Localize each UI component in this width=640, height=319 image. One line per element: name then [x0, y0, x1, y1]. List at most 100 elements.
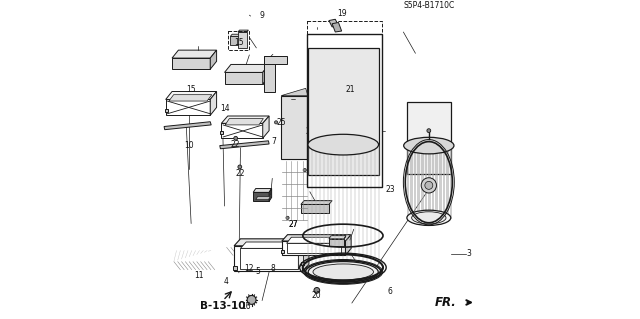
- Polygon shape: [234, 246, 303, 271]
- Polygon shape: [169, 95, 212, 101]
- Ellipse shape: [421, 178, 436, 193]
- Polygon shape: [329, 236, 346, 239]
- Ellipse shape: [407, 138, 451, 153]
- Polygon shape: [220, 141, 269, 149]
- Polygon shape: [346, 235, 351, 256]
- Text: 27: 27: [288, 220, 298, 229]
- Polygon shape: [263, 64, 269, 84]
- Ellipse shape: [336, 112, 339, 115]
- Text: 16: 16: [241, 302, 251, 311]
- Polygon shape: [301, 262, 304, 265]
- Polygon shape: [241, 249, 298, 269]
- Polygon shape: [220, 131, 223, 134]
- Polygon shape: [172, 50, 216, 58]
- Ellipse shape: [425, 182, 433, 189]
- Polygon shape: [329, 19, 339, 27]
- Polygon shape: [164, 109, 168, 112]
- Text: 21: 21: [346, 85, 355, 94]
- Text: 27: 27: [288, 220, 298, 229]
- Ellipse shape: [247, 295, 256, 304]
- Polygon shape: [301, 204, 329, 213]
- Polygon shape: [238, 30, 248, 32]
- Text: 6: 6: [388, 287, 392, 296]
- Polygon shape: [230, 34, 243, 36]
- Text: FR.: FR.: [435, 296, 457, 309]
- Polygon shape: [225, 119, 264, 125]
- Polygon shape: [407, 102, 451, 174]
- Text: 18: 18: [307, 166, 316, 174]
- Text: 10: 10: [184, 141, 194, 150]
- Text: 2: 2: [353, 86, 358, 95]
- Ellipse shape: [308, 262, 378, 282]
- Text: 3: 3: [467, 249, 471, 258]
- Text: 5: 5: [255, 267, 260, 276]
- Polygon shape: [308, 48, 379, 175]
- Polygon shape: [221, 123, 263, 138]
- Text: 22: 22: [235, 169, 244, 178]
- Text: 23: 23: [385, 185, 395, 194]
- Text: B-13-10: B-13-10: [200, 300, 246, 311]
- Text: 15: 15: [234, 38, 244, 47]
- Text: 24: 24: [305, 127, 315, 137]
- Polygon shape: [282, 241, 346, 256]
- Polygon shape: [234, 266, 237, 270]
- Polygon shape: [329, 239, 344, 247]
- Polygon shape: [269, 189, 271, 201]
- Ellipse shape: [275, 121, 278, 124]
- Polygon shape: [210, 50, 216, 69]
- Text: 8: 8: [271, 264, 275, 273]
- Ellipse shape: [336, 120, 339, 123]
- Text: 4: 4: [224, 277, 228, 286]
- Text: 13: 13: [353, 53, 362, 62]
- Polygon shape: [238, 32, 247, 48]
- Text: 12: 12: [244, 263, 254, 273]
- Ellipse shape: [412, 212, 446, 224]
- Text: 14: 14: [220, 105, 229, 114]
- Polygon shape: [332, 22, 342, 32]
- Ellipse shape: [303, 168, 307, 172]
- Polygon shape: [287, 237, 346, 243]
- Polygon shape: [241, 242, 303, 249]
- Text: 17: 17: [338, 105, 348, 114]
- Polygon shape: [281, 250, 284, 253]
- Polygon shape: [225, 64, 269, 72]
- Polygon shape: [230, 36, 241, 45]
- Polygon shape: [172, 58, 210, 69]
- Text: S5P4-B1710C: S5P4-B1710C: [403, 1, 454, 10]
- Text: 1: 1: [340, 120, 346, 130]
- Ellipse shape: [234, 136, 237, 140]
- Polygon shape: [303, 239, 309, 271]
- Polygon shape: [256, 197, 270, 200]
- Text: 15: 15: [186, 85, 196, 94]
- Text: 9: 9: [260, 11, 264, 20]
- Polygon shape: [281, 96, 308, 159]
- Polygon shape: [282, 235, 351, 241]
- Polygon shape: [225, 72, 263, 84]
- Ellipse shape: [407, 210, 451, 226]
- Polygon shape: [301, 201, 332, 204]
- Ellipse shape: [313, 264, 374, 280]
- Text: 19: 19: [337, 9, 347, 18]
- Polygon shape: [287, 243, 340, 253]
- Polygon shape: [298, 242, 303, 269]
- Ellipse shape: [404, 137, 454, 154]
- Polygon shape: [264, 56, 287, 64]
- Ellipse shape: [286, 216, 289, 219]
- Ellipse shape: [427, 129, 431, 132]
- Ellipse shape: [314, 287, 320, 293]
- Ellipse shape: [308, 134, 378, 155]
- Text: 7: 7: [271, 137, 276, 146]
- Polygon shape: [253, 192, 269, 201]
- Text: 20: 20: [312, 291, 321, 300]
- Ellipse shape: [238, 165, 242, 169]
- Polygon shape: [210, 92, 216, 115]
- Text: 11: 11: [194, 271, 204, 279]
- Polygon shape: [281, 88, 308, 96]
- Polygon shape: [166, 92, 216, 100]
- Polygon shape: [263, 116, 269, 138]
- Text: 25: 25: [276, 118, 286, 127]
- Polygon shape: [166, 100, 210, 115]
- Polygon shape: [264, 56, 275, 93]
- Polygon shape: [164, 122, 211, 130]
- Polygon shape: [234, 239, 309, 246]
